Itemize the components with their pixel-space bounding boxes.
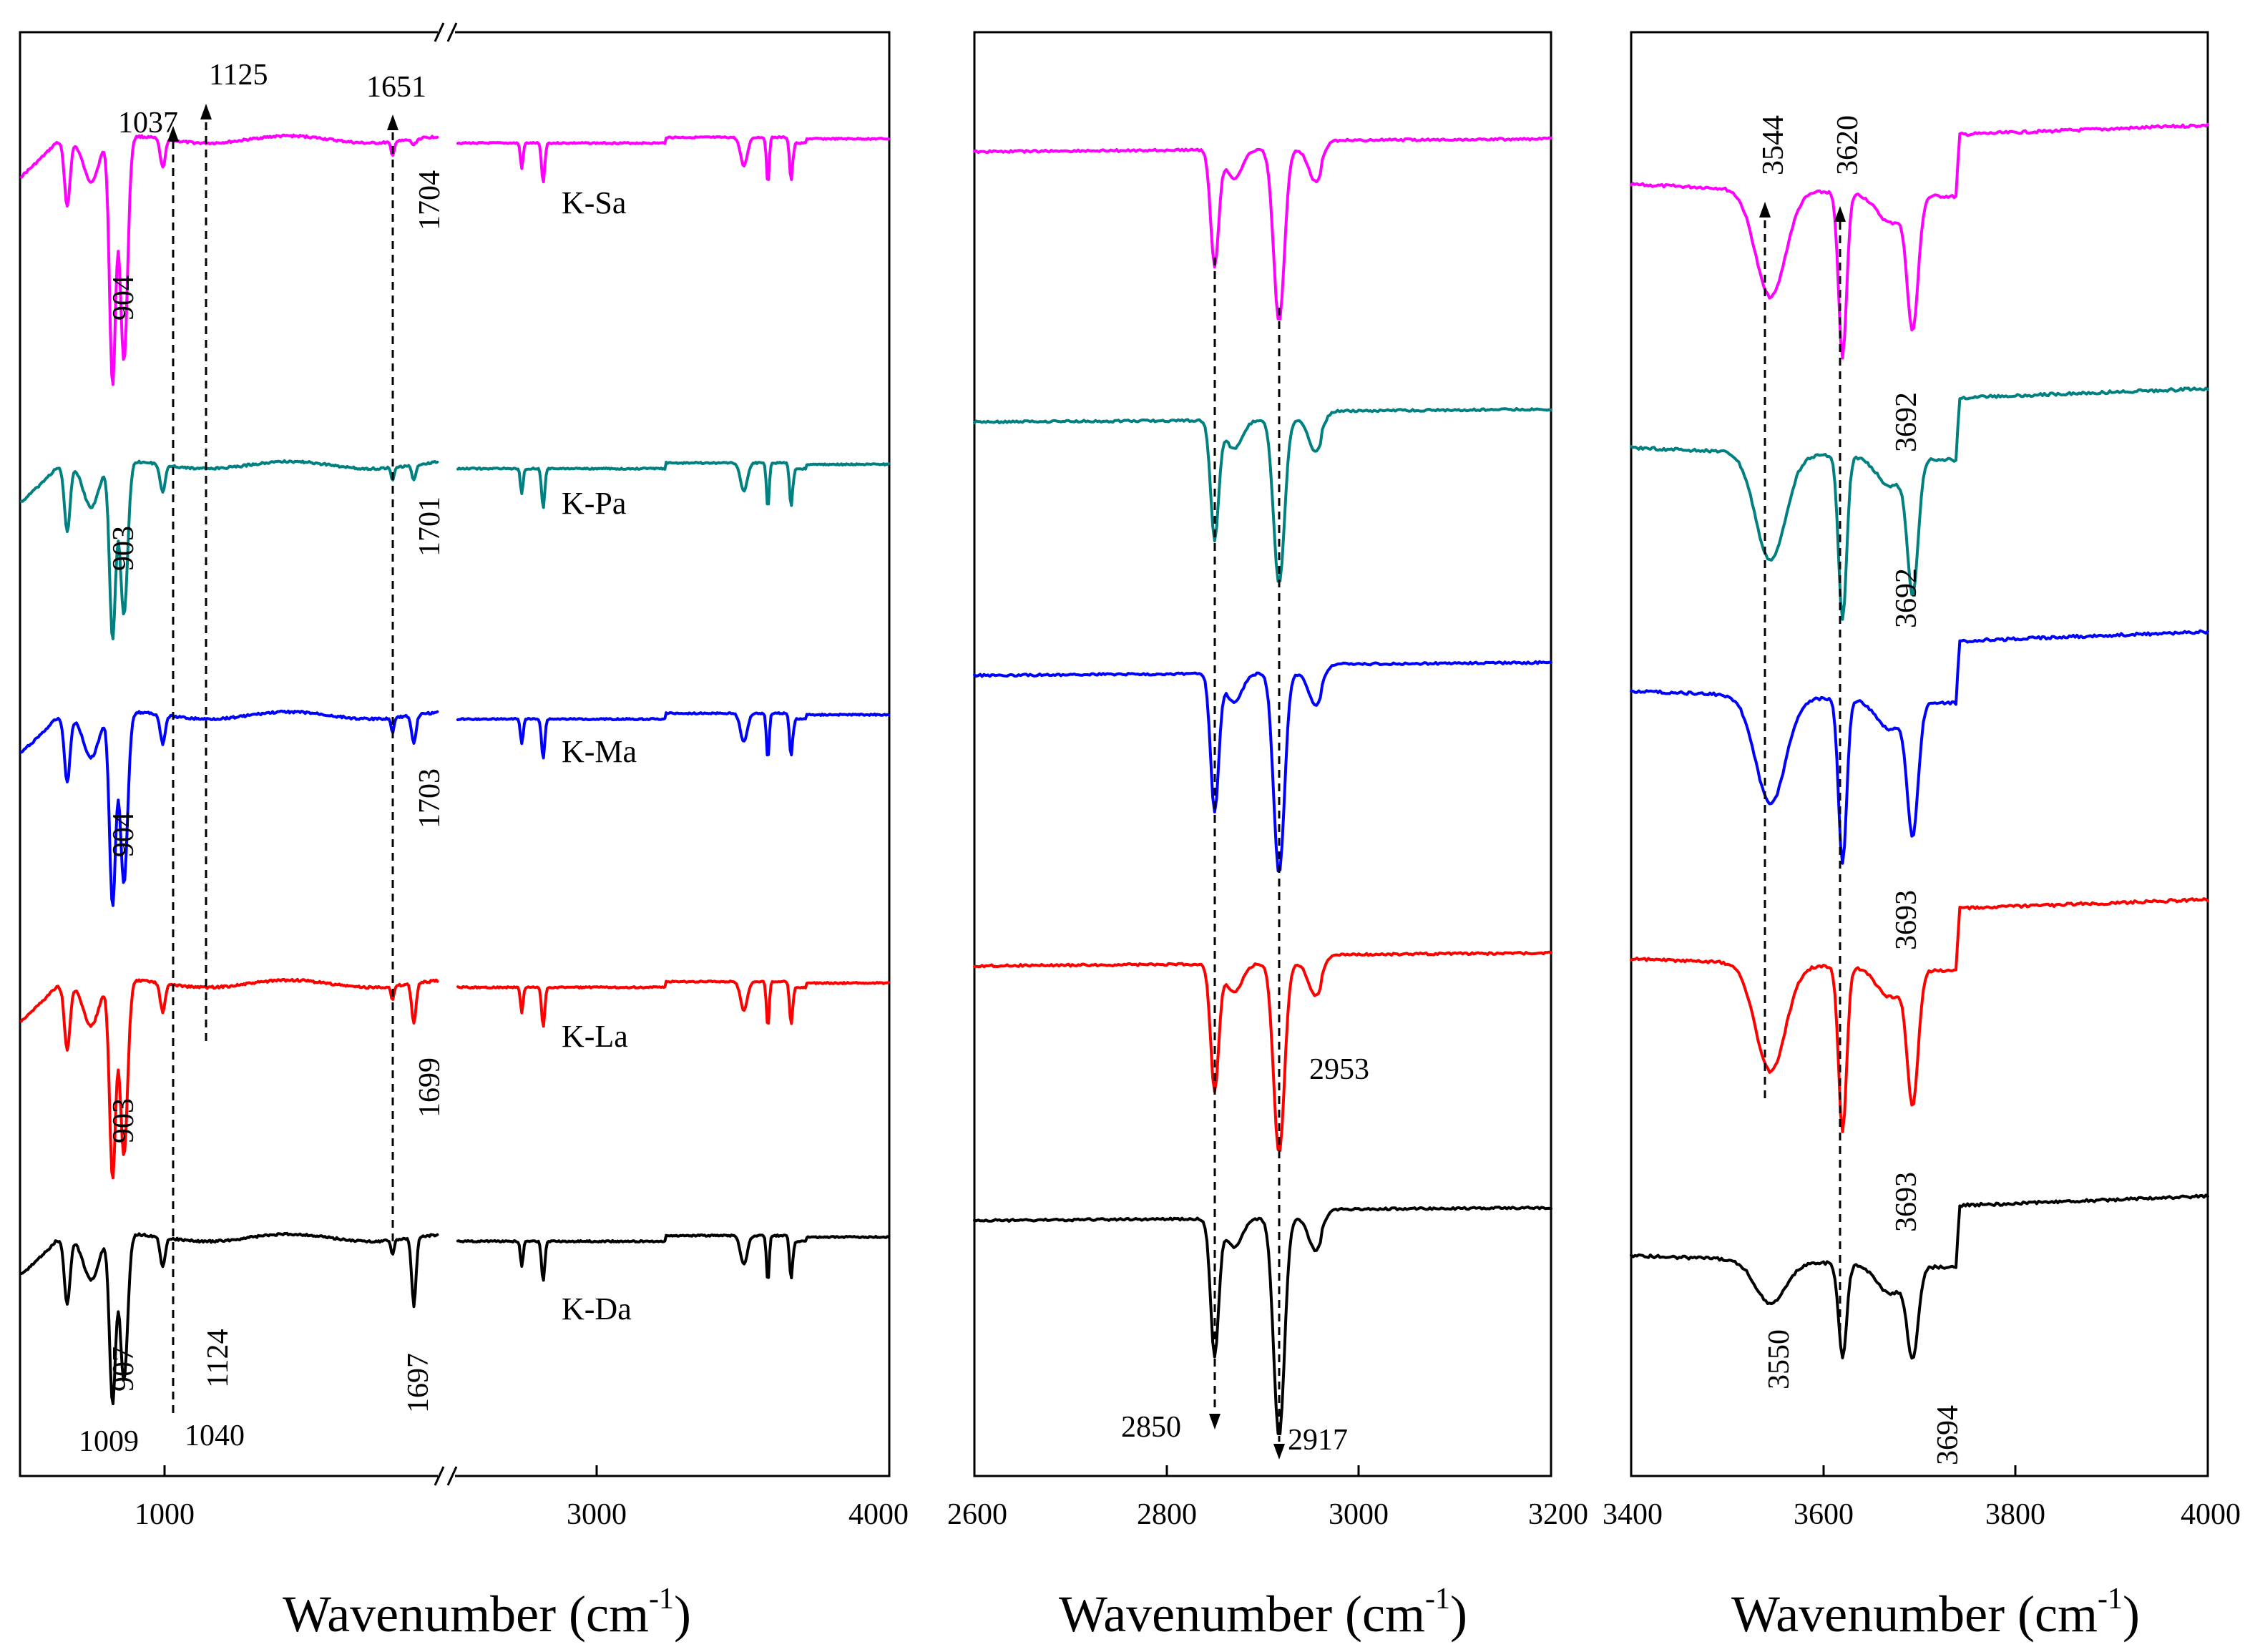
tick-label-3000-ch: 3000 bbox=[1329, 1498, 1389, 1531]
peak-label-907: 907 bbox=[107, 1346, 140, 1392]
axis-break-top bbox=[434, 22, 458, 42]
peak-label-2850: 2850 bbox=[1121, 1411, 1181, 1444]
peak-label-3693-la: 3693 bbox=[1890, 1172, 1923, 1232]
tick-label-2600: 2600 bbox=[947, 1498, 1007, 1531]
tick-label-1000: 1000 bbox=[134, 1498, 195, 1531]
tick-label-3400: 3400 bbox=[1603, 1498, 1663, 1531]
spectrum-full-left-k-ma bbox=[20, 709, 439, 907]
arrow-1037 bbox=[167, 126, 179, 142]
peak-label-904-ma: 904 bbox=[107, 812, 140, 857]
spectrum-oh-k-la bbox=[1630, 897, 2209, 1133]
arrow-3544 bbox=[1759, 202, 1771, 218]
spectrum-oh-k-da bbox=[1630, 1193, 2209, 1360]
panel-oh-region: 3544 3620 3692 3692 3693 3693 3550 3694 … bbox=[1603, 31, 2241, 1643]
arrow-2850 bbox=[1209, 1414, 1221, 1429]
peak-label-3694: 3694 bbox=[1932, 1405, 1965, 1465]
tick-label-3200: 3200 bbox=[1528, 1498, 1588, 1531]
x-ticks-oh bbox=[1630, 1465, 2209, 1476]
traces-ch bbox=[973, 136, 1552, 1436]
x-axis-label-full: Wavenumber (cm-1) bbox=[283, 1583, 691, 1643]
traces-oh bbox=[1630, 122, 2209, 1360]
spectrum-full-right-k-sa bbox=[456, 135, 891, 184]
x-ticks-full bbox=[163, 1465, 891, 1476]
spectrum-ch-k-pa bbox=[973, 406, 1552, 583]
spectrum-full-left-k-da bbox=[20, 1231, 439, 1406]
peak-label-2953: 2953 bbox=[1309, 1053, 1369, 1086]
spectrum-full-right-k-pa bbox=[456, 461, 891, 509]
tick-label-3000: 3000 bbox=[567, 1498, 627, 1531]
spectrum-ch-k-la bbox=[973, 950, 1552, 1152]
sample-label-k-da: K-Da bbox=[562, 1291, 632, 1326]
panel-ch-region: 2953 2850 2917 2600 2800 3000 3200 Waven… bbox=[947, 31, 1588, 1643]
spectrum-ch-k-da bbox=[973, 1205, 1552, 1436]
spectrum-full-right-k-da bbox=[456, 1233, 891, 1282]
spectrum-ch-k-ma bbox=[973, 660, 1552, 873]
guide-label-3544: 3544 bbox=[1757, 115, 1790, 175]
peak-label-1699: 1699 bbox=[414, 1057, 446, 1118]
spectrum-oh-k-ma bbox=[1630, 629, 2209, 865]
guide-label-1125: 1125 bbox=[209, 59, 268, 92]
panel-oh-frame bbox=[1630, 31, 2209, 1477]
guide-label-3620: 3620 bbox=[1831, 115, 1864, 175]
tick-label-4000-full: 4000 bbox=[848, 1498, 909, 1531]
panel-full-range: 1037 1125 1651 K-Sa K-Pa K-Ma K-La K-Da … bbox=[19, 22, 909, 1643]
peak-label-1009: 1009 bbox=[79, 1425, 139, 1458]
arrow-3620 bbox=[1834, 206, 1846, 222]
peak-label-3692-sa: 3692 bbox=[1890, 392, 1923, 452]
peak-label-1703: 1703 bbox=[414, 768, 446, 829]
peak-label-3550: 3550 bbox=[1763, 1329, 1796, 1389]
peak-label-3693-ma: 3693 bbox=[1890, 890, 1923, 950]
spectrum-oh-k-pa bbox=[1630, 386, 2209, 621]
sample-label-k-pa: K-Pa bbox=[562, 486, 626, 521]
panel-ch-frame bbox=[973, 31, 1552, 1477]
peak-label-903-pa: 903 bbox=[107, 526, 140, 571]
peak-label-3692-pa: 3692 bbox=[1890, 568, 1923, 628]
spectrum-full-left-k-la bbox=[20, 977, 439, 1180]
panel-full-frame bbox=[19, 31, 891, 1477]
tick-label-3800: 3800 bbox=[1985, 1498, 2045, 1531]
arrow-1125 bbox=[200, 104, 212, 119]
peak-label-1124: 1124 bbox=[202, 1329, 235, 1388]
peak-label-904-sa: 904 bbox=[107, 275, 140, 321]
spectrum-ch-k-sa bbox=[973, 136, 1552, 321]
sample-label-k-la: K-La bbox=[562, 1019, 628, 1054]
spectrum-full-right-k-ma bbox=[456, 711, 891, 760]
peak-label-1697: 1697 bbox=[402, 1353, 435, 1413]
peak-label-1701: 1701 bbox=[414, 497, 446, 557]
spectrum-full-right-k-la bbox=[456, 979, 891, 1028]
guide-label-1037: 1037 bbox=[118, 107, 178, 140]
guide-label-1651: 1651 bbox=[366, 71, 426, 104]
x-ticks-ch bbox=[973, 1465, 1552, 1476]
spectrum-full-left-k-sa bbox=[20, 133, 439, 386]
peak-label-1704: 1704 bbox=[414, 170, 446, 230]
arrow-1651 bbox=[387, 114, 398, 130]
tick-label-4000-oh: 4000 bbox=[2181, 1498, 2241, 1531]
traces-full bbox=[20, 133, 891, 1406]
peak-label-1040: 1040 bbox=[185, 1419, 245, 1452]
tick-label-3600: 3600 bbox=[1794, 1498, 1854, 1531]
arrow-2917 bbox=[1273, 1444, 1285, 1460]
spectrum-oh-k-sa bbox=[1630, 122, 2209, 360]
sample-label-k-sa: K-Sa bbox=[562, 185, 626, 220]
peak-label-903-la: 903 bbox=[107, 1098, 140, 1143]
x-axis-label-oh: Wavenumber (cm-1) bbox=[1731, 1583, 2140, 1643]
peak-label-2917: 2917 bbox=[1288, 1424, 1348, 1457]
spectrum-full-left-k-pa bbox=[20, 459, 439, 640]
axis-break-bottom bbox=[434, 1466, 458, 1486]
tick-label-2800: 2800 bbox=[1137, 1498, 1197, 1531]
x-axis-label-ch: Wavenumber (cm-1) bbox=[1059, 1583, 1467, 1643]
sample-label-k-ma: K-Ma bbox=[562, 734, 637, 769]
